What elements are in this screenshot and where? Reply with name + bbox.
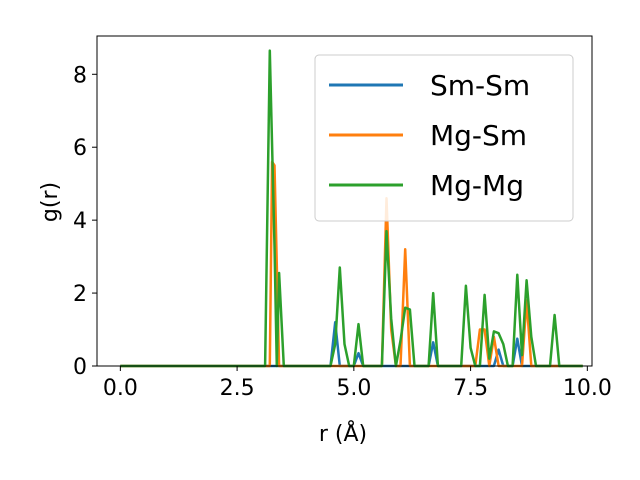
y-tick-label: 4 — [73, 209, 87, 234]
x-tick-label: 5.0 — [336, 376, 371, 401]
y-axis-label: g(r) — [38, 182, 63, 222]
y-tick-label: 6 — [73, 136, 87, 161]
y-tick-label: 0 — [73, 355, 87, 380]
x-tick-label: 10.0 — [563, 376, 612, 401]
legend-label-sm-sm: Sm-Sm — [430, 69, 530, 102]
y-axis: 0 2 4 6 8 — [73, 63, 97, 380]
legend-label-mg-sm: Mg-Sm — [430, 119, 527, 152]
legend-label-mg-mg: Mg-Mg — [430, 169, 524, 202]
y-tick-label: 8 — [73, 63, 87, 88]
x-tick-label: 0.0 — [103, 376, 138, 401]
x-axis: 0.0 2.5 5.0 7.5 10.0 — [103, 366, 612, 401]
x-tick-label: 7.5 — [453, 376, 488, 401]
legend: Sm-Sm Mg-Sm Mg-Mg — [314, 54, 574, 222]
plot-frame — [96, 35, 593, 367]
y-tick-label: 2 — [73, 282, 87, 307]
legend-box — [314, 54, 574, 222]
x-tick-label: 2.5 — [220, 376, 255, 401]
x-axis-label: r (Å) — [319, 420, 367, 447]
